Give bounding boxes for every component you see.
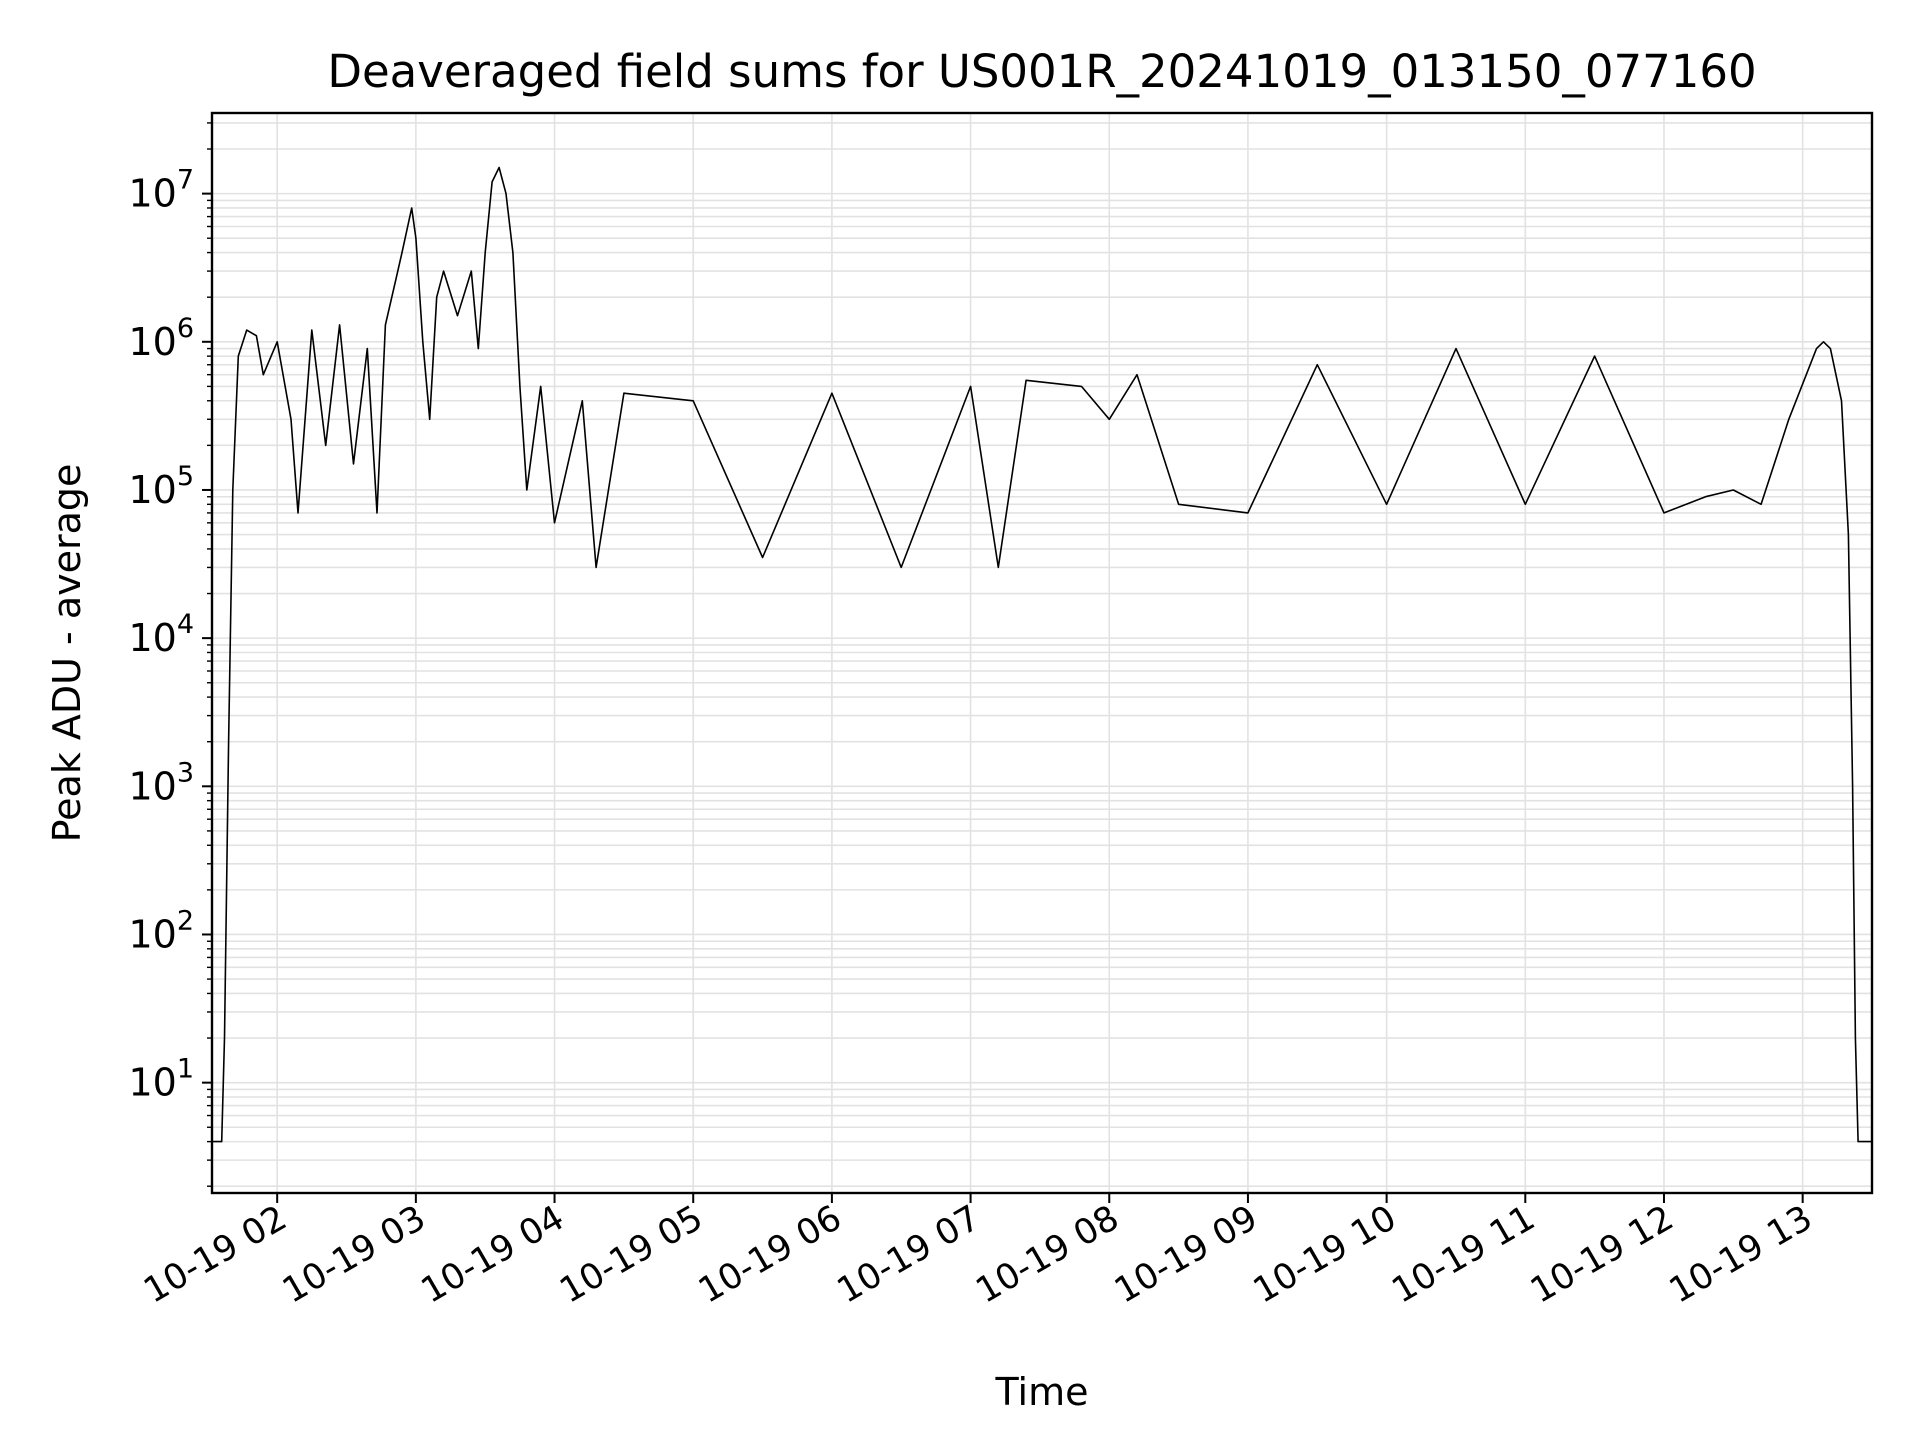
y-tick-exponent: 3 — [177, 757, 194, 788]
y-tick-base: 10 — [128, 320, 176, 364]
y-tick-label: 106 — [128, 313, 194, 364]
y-tick-base: 10 — [128, 172, 176, 216]
y-tick-exponent: 1 — [177, 1054, 194, 1085]
y-tick-base: 10 — [128, 468, 176, 512]
y-tick-exponent: 4 — [177, 609, 194, 640]
y-tick-base: 10 — [128, 764, 176, 808]
grid-lines — [212, 113, 1872, 1193]
chart-title: Deaveraged field sums for US001R_2024101… — [327, 45, 1756, 98]
y-tick-exponent: 6 — [177, 313, 194, 344]
data-series — [212, 166, 1872, 1143]
y-tick-exponent: 2 — [177, 905, 194, 936]
y-tick-base: 10 — [128, 616, 176, 660]
y-tick-exponent: 7 — [177, 165, 194, 196]
x-axis-label: Time — [995, 1370, 1089, 1414]
y-tick-label: 107 — [128, 165, 194, 216]
y-tick-label: 102 — [128, 905, 194, 956]
y-tick-label: 104 — [128, 609, 194, 660]
y-tick-label: 105 — [128, 461, 194, 512]
series-line — [212, 166, 1872, 1143]
y-tick-exponent: 5 — [177, 461, 194, 492]
y-tick-label: 101 — [128, 1054, 194, 1105]
y-axis-label: Peak ADU - average — [45, 464, 89, 843]
y-tick-base: 10 — [128, 1061, 176, 1105]
y-tick-label: 103 — [128, 757, 194, 808]
y-tick-base: 10 — [128, 912, 176, 956]
